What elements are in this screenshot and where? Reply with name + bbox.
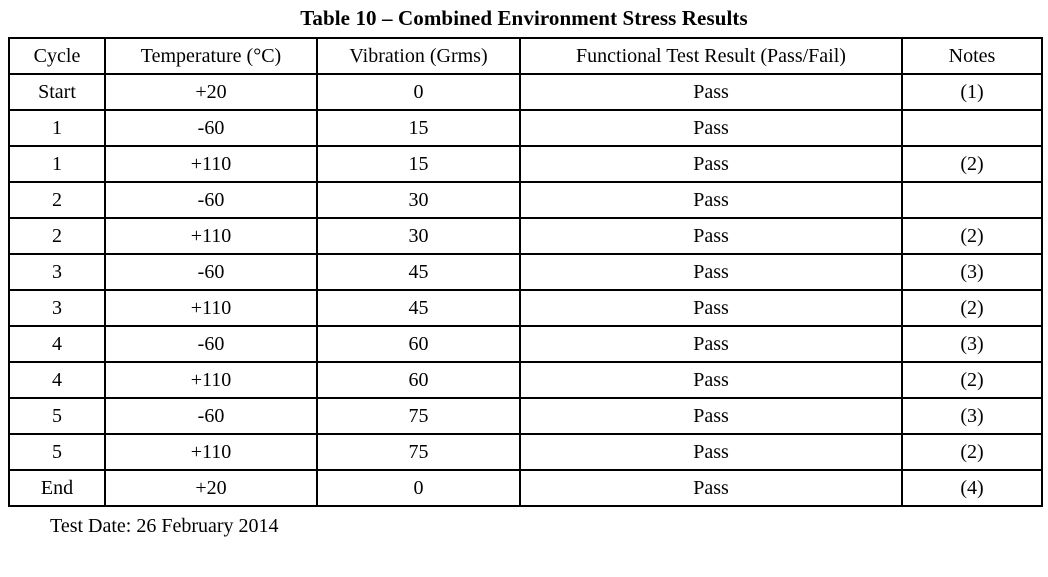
cell-vibration: 45 [316,253,521,291]
cell-vibration: 15 [316,109,521,147]
table-row: 2 -60 30 Pass [8,181,1043,219]
cell-notes: (2) [901,217,1043,255]
cell-notes: (2) [901,433,1043,471]
cell-temperature: -60 [104,109,318,147]
cell-functional-test-result: Pass [519,361,903,399]
cell-notes: (2) [901,289,1043,327]
cell-functional-test-result: Pass [519,145,903,183]
cell-cycle: 3 [8,253,106,291]
table-header: Cycle Temperature (°C) Vibration (Grms) Fun… [8,37,1043,75]
cell-notes [901,181,1043,219]
cell-temperature: +110 [104,433,318,471]
cell-notes: (2) [901,145,1043,183]
test-date: Test Date: 26 February 2014 [50,515,279,537]
table-row: Start +20 0 Pass (1) [8,73,1043,111]
table-row: 1 -60 15 Pass [8,109,1043,147]
table-row: 3 +110 45 Pass (2) [8,289,1043,327]
table-title: Table 10 – Combined Environment Stress R… [300,6,748,30]
cell-notes: (3) [901,253,1043,291]
cell-cycle: 2 [8,217,106,255]
column-header-vibration: Vibration (Grms) [316,37,521,75]
column-header-notes: Notes [901,37,1043,75]
cell-notes: (2) [901,361,1043,399]
cell-functional-test-result: Pass [519,397,903,435]
cell-cycle: End [8,469,106,507]
cell-vibration: 0 [316,469,521,507]
cell-notes: (3) [901,325,1043,363]
column-header-temperature: Temperature (°C) [104,37,318,75]
cell-cycle: 3 [8,289,106,327]
cell-functional-test-result: Pass [519,325,903,363]
cell-temperature: -60 [104,325,318,363]
cell-cycle: 5 [8,433,106,471]
cell-vibration: 75 [316,433,521,471]
cell-cycle: 4 [8,361,106,399]
cell-functional-test-result: Pass [519,109,903,147]
table-row: 4 +110 60 Pass (2) [8,361,1043,399]
cell-cycle: 4 [8,325,106,363]
cell-notes: (1) [901,73,1043,111]
column-header-functional-test-result: Functional Test Result (Pass/Fail) [519,37,903,75]
stress-results-table: Cycle Temperature (°C) Vibration (Grms) Fun… [8,37,1043,507]
cell-vibration: 0 [316,73,521,111]
cell-temperature: +110 [104,361,318,399]
cell-vibration: 45 [316,289,521,327]
table-row: 2 +110 30 Pass (2) [8,217,1043,255]
cell-functional-test-result: Pass [519,73,903,111]
cell-vibration: 60 [316,325,521,363]
table-body: Start +20 0 Pass (1) 1 -60 15 Pass 1 +110 15 Pass (2)… [8,73,1043,507]
cell-temperature: -60 [104,397,318,435]
cell-temperature: +110 [104,289,318,327]
cell-notes [901,109,1043,147]
cell-functional-test-result: Pass [519,289,903,327]
cell-functional-test-result: Pass [519,217,903,255]
cell-temperature: -60 [104,181,318,219]
table-row: End +20 0 Pass (4) [8,469,1043,507]
cell-temperature: +20 [104,469,318,507]
header-row: Cycle Temperature (°C) Vibration (Grms) Fun… [8,37,1043,75]
cell-notes: (3) [901,397,1043,435]
table-row: 1 +110 15 Pass (2) [8,145,1043,183]
column-header-cycle: Cycle [8,37,106,75]
cell-cycle: Start [8,73,106,111]
cell-cycle: 1 [8,145,106,183]
cell-cycle: 5 [8,397,106,435]
cell-functional-test-result: Pass [519,433,903,471]
cell-vibration: 60 [316,361,521,399]
table-row: 3 -60 45 Pass (3) [8,253,1043,291]
table-row: 5 -60 75 Pass (3) [8,397,1043,435]
cell-temperature: +20 [104,73,318,111]
cell-temperature: -60 [104,253,318,291]
cell-vibration: 15 [316,145,521,183]
table-row: 4 -60 60 Pass (3) [8,325,1043,363]
table-row: 5 +110 75 Pass (2) [8,433,1043,471]
cell-cycle: 1 [8,109,106,147]
cell-functional-test-result: Pass [519,253,903,291]
cell-notes: (4) [901,469,1043,507]
cell-temperature: +110 [104,217,318,255]
cell-vibration: 75 [316,397,521,435]
cell-functional-test-result: Pass [519,181,903,219]
cell-functional-test-result: Pass [519,469,903,507]
cell-cycle: 2 [8,181,106,219]
cell-vibration: 30 [316,181,521,219]
cell-temperature: +110 [104,145,318,183]
cell-vibration: 30 [316,217,521,255]
